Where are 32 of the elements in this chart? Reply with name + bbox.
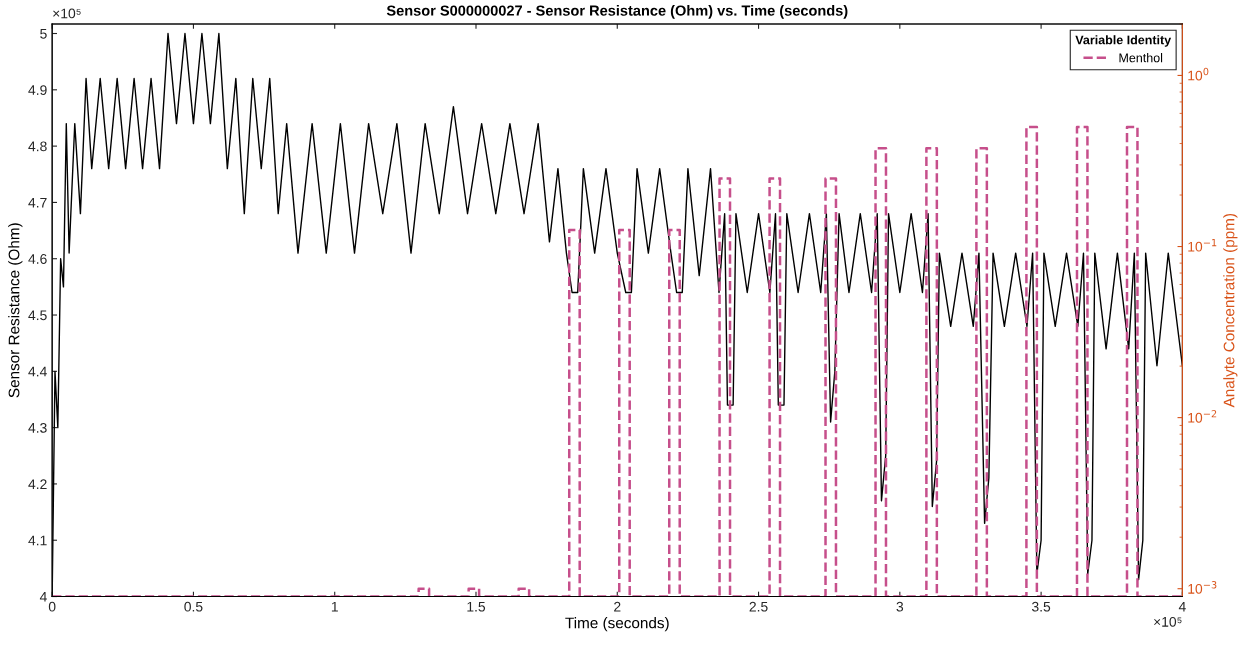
y-tick-label: 4.4: [28, 366, 47, 377]
y-tick-label: 4: [39, 592, 47, 602]
x-tick-label: 0.5: [184, 601, 203, 612]
x-tick-label: 1.5: [467, 601, 486, 612]
y-tick-label: 4.8: [28, 141, 47, 152]
legend-title: Variable Identity: [1075, 35, 1172, 47]
x-tick-label: 1: [331, 601, 338, 612]
y2-tick-label: 10$^{0}$: [1188, 67, 1209, 81]
text: ×10⁵: [1154, 616, 1182, 627]
x-tick-label: 3.5: [1031, 601, 1051, 612]
y-tick-label: 4.6: [28, 254, 47, 264]
y2-tick-label: 10$^{−1}$: [1188, 239, 1217, 252]
x-tick-label: 4: [1178, 601, 1186, 612]
legend-label: Menthol: [1119, 53, 1163, 63]
x-tick-label: 2.5: [749, 601, 768, 612]
text: ×10⁵: [53, 8, 81, 19]
x-tick-label: 0: [48, 601, 56, 612]
y-axis-title: Sensor Resistance (Ohm): [8, 223, 23, 398]
y-tick-label: 4.9: [28, 85, 47, 95]
x-tick-label: 2: [614, 601, 621, 612]
y-tick-label: 4.7: [28, 197, 47, 208]
y-tick-label: 4.1: [28, 535, 47, 546]
y-tick-label: 4.5: [28, 310, 47, 321]
chart-title: Sensor S000000027 - Sensor Resistance (Ohm) vs. Time (seconds): [386, 5, 848, 19]
x-axis-title: Time (seconds): [565, 617, 669, 632]
x-tick-label: 3: [896, 601, 904, 612]
y-tick-label: 4.3: [28, 422, 47, 433]
y2-tick-label: 10$^{−3}$: [1188, 581, 1217, 594]
y-tick-label: 4.2: [28, 479, 47, 489]
y-tick-label: 5: [40, 28, 47, 39]
y2-axis-title: Analyte Concentration (ppm): [1223, 213, 1238, 408]
y2-tick-label: 10$^{−2}$: [1188, 410, 1217, 423]
